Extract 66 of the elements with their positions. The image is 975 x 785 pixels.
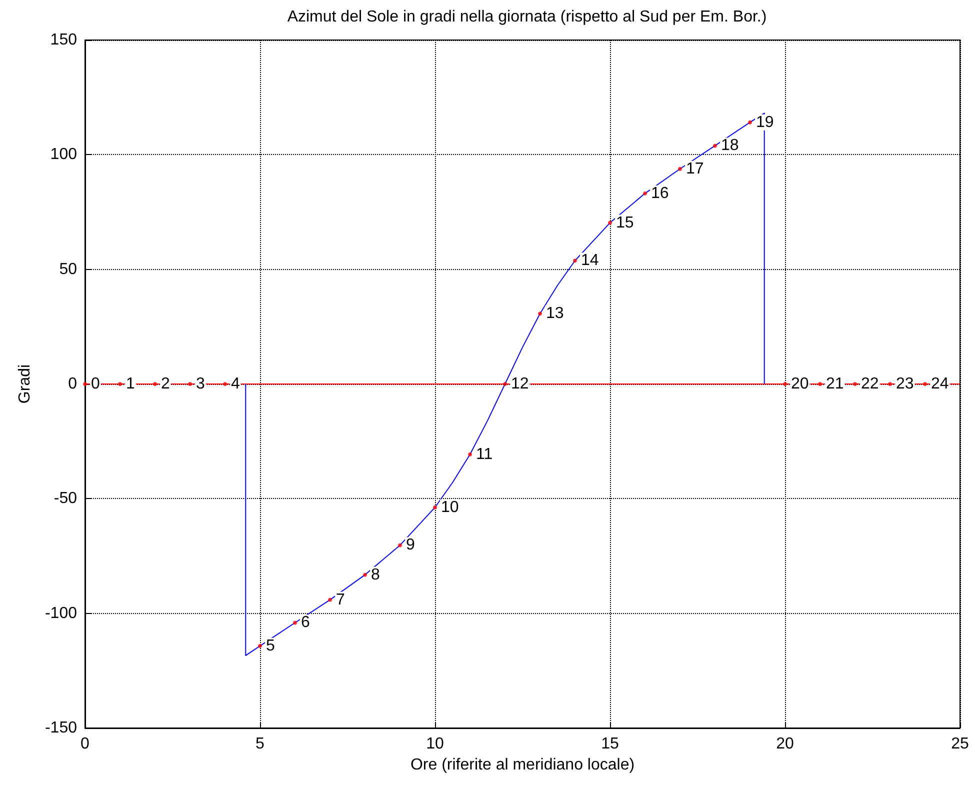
annotation: 18 — [721, 137, 739, 154]
annotation: 21 — [826, 376, 844, 392]
point — [293, 620, 297, 625]
annotation: 17 — [686, 160, 704, 178]
x-tick-label: 5 — [256, 736, 265, 752]
annotation: 10 — [441, 498, 459, 516]
annotation: 2 — [161, 376, 170, 392]
annotation: 20 — [791, 376, 809, 392]
point — [888, 382, 892, 386]
x-tick-label: 20 — [776, 736, 794, 752]
annotation: 22 — [861, 376, 879, 392]
annotation: 8 — [371, 566, 380, 584]
x-tick-label: 10 — [426, 736, 444, 752]
annotation: 24 — [931, 376, 949, 392]
point — [678, 166, 682, 171]
point — [363, 572, 367, 577]
annotation: 9 — [406, 536, 415, 554]
chart-title: Azimut del Sole in gradi nella giornata (rispetto al Sud per Em. Bor.) — [287, 8, 767, 26]
point — [783, 382, 787, 386]
annotation: 11 — [476, 446, 493, 463]
point — [258, 644, 262, 648]
point — [468, 452, 472, 456]
annotation: 23 — [896, 376, 914, 392]
annotation: 5 — [266, 637, 275, 654]
annotation: 3 — [196, 376, 205, 392]
y-tick-label: -100 — [44, 604, 78, 622]
x-axis-title: Ore (riferite al meridiano locale) — [410, 756, 635, 774]
x-tick-label: 15 — [601, 736, 619, 752]
annotation: 1 — [126, 376, 135, 392]
annotation: 13 — [546, 305, 564, 322]
point — [398, 543, 402, 548]
point — [188, 382, 192, 386]
point — [643, 191, 647, 196]
annotation: 16 — [651, 184, 669, 202]
y-tick-label: 150 — [50, 32, 78, 48]
point — [83, 382, 87, 386]
y-axis-title: Gradi — [16, 364, 34, 404]
annotation: 7 — [336, 591, 345, 608]
point — [503, 382, 507, 386]
y-tick-label: 50 — [59, 260, 78, 278]
y-tick-label: -150 — [44, 720, 78, 736]
point — [153, 382, 157, 386]
point — [748, 120, 752, 124]
annotation: 6 — [301, 614, 310, 632]
annotation: 15 — [616, 214, 634, 232]
point — [328, 598, 332, 602]
annotation: 14 — [581, 252, 599, 270]
annotation: 12 — [511, 376, 529, 392]
point — [433, 505, 437, 510]
point — [923, 382, 927, 386]
point — [853, 382, 857, 386]
point — [538, 312, 542, 316]
annotation: 4 — [231, 376, 240, 392]
y-tick-label: 0 — [68, 376, 78, 392]
point — [608, 220, 612, 225]
annotation: 19 — [756, 114, 774, 131]
x-tick-label: 25 — [951, 736, 969, 752]
y-tick-label: -50 — [54, 490, 78, 508]
annotation: 0 — [91, 376, 100, 392]
point — [223, 382, 227, 386]
point — [818, 382, 822, 386]
point — [713, 144, 717, 148]
y-tick-label: 100 — [50, 146, 78, 164]
x-tick-label: 0 — [80, 736, 90, 752]
point — [573, 258, 577, 263]
point — [118, 382, 122, 386]
